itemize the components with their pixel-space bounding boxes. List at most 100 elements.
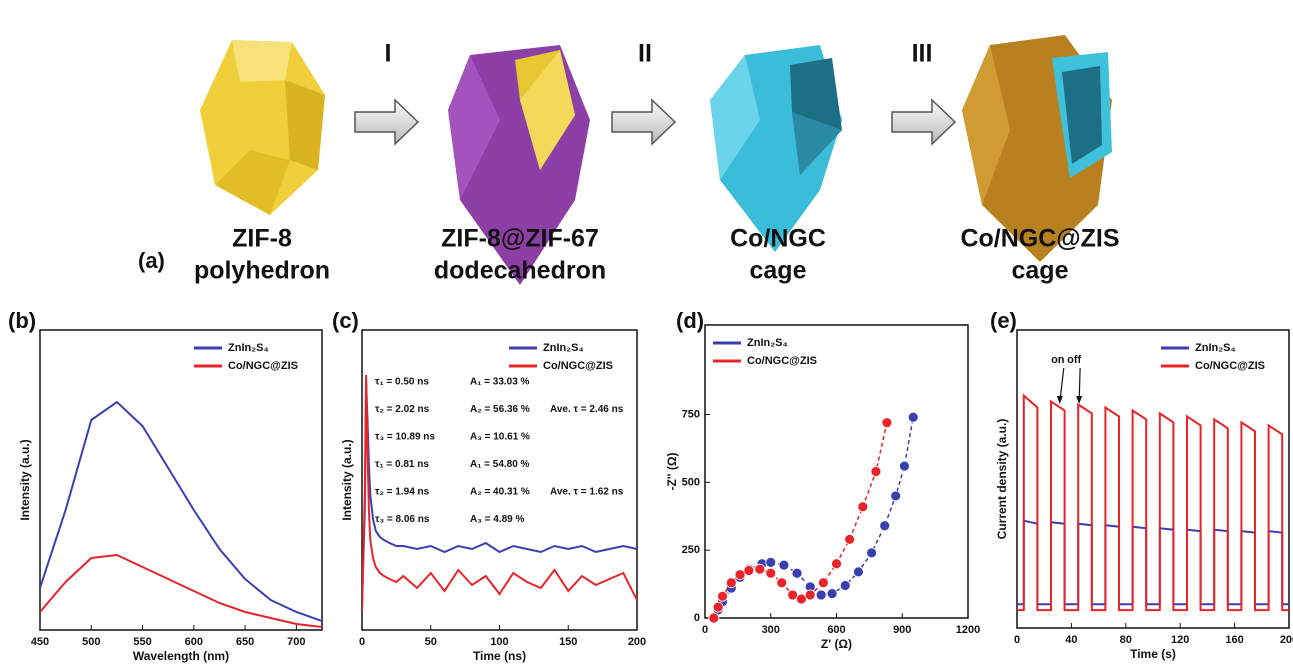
x-tick-label: 900 <box>893 624 911 636</box>
data-point <box>879 520 891 532</box>
data-point <box>717 590 728 602</box>
arrow <box>891 98 957 146</box>
data-point <box>831 558 842 570</box>
legend-label: ZnIn₂S₄ <box>543 342 584 354</box>
x-tick-label: 100 <box>490 636 508 648</box>
x-axis-label: Wavelength (nm) <box>133 649 229 663</box>
average-lifetime: Ave. τ = 2.46 ns <box>550 404 624 415</box>
x-tick-label: 300 <box>762 624 780 636</box>
series-line <box>362 380 637 607</box>
panel-label: (d) <box>676 308 704 333</box>
data-point <box>866 547 877 559</box>
stage-name: ZIF-8 <box>232 225 292 253</box>
zif8-shape <box>200 40 325 215</box>
data-point <box>817 577 829 589</box>
legend-label: ZnIn₂S₄ <box>228 342 269 354</box>
data-point <box>778 559 790 571</box>
step-numeral: I <box>385 40 392 68</box>
legend-label: Co/NGC@ZIS <box>543 360 613 372</box>
legend-label: Co/NGC@ZIS <box>1195 360 1265 372</box>
annotation-arrowhead <box>1076 396 1083 404</box>
annotation-arrowhead <box>1056 396 1063 404</box>
series-line <box>362 374 637 613</box>
data-point <box>743 565 755 576</box>
data-point <box>826 588 838 599</box>
data-point <box>712 601 724 613</box>
arrow <box>354 98 420 146</box>
data-point <box>765 567 777 579</box>
x-tick-label: 1200 <box>956 624 980 636</box>
data-point <box>881 417 893 429</box>
series-line <box>1017 393 1289 612</box>
x-tick-label: 500 <box>82 636 100 648</box>
lifetime-annotation: τ₃ = 10.89 ns <box>375 432 435 443</box>
legend-label: ZnIn₂S₄ <box>747 337 788 349</box>
x-tick-label: 700 <box>287 636 305 648</box>
x-axis-label: Time (ns) <box>473 649 526 663</box>
legend-label: Co/NGC@ZIS <box>228 360 298 372</box>
data-point <box>754 563 766 575</box>
x-axis-label: Time (s) <box>1130 647 1176 661</box>
y-axis-label: Intensity (a.u.) <box>18 439 32 520</box>
data-point <box>796 593 807 605</box>
lifetime-annotation: τ₁ = 0.50 ns <box>375 377 429 388</box>
data-point <box>899 460 910 472</box>
lifetime-annotation: A₂ = 40.31 % <box>470 487 530 498</box>
data-point <box>839 580 851 591</box>
stage-shape: cage <box>1012 257 1069 285</box>
data-point <box>776 577 788 589</box>
x-tick-label: 40 <box>1065 634 1077 646</box>
lifetime-annotation: τ₁ = 0.81 ns <box>375 459 429 470</box>
data-point <box>857 501 869 513</box>
light-annotation: on <box>1051 354 1065 366</box>
x-tick-label: 650 <box>236 636 254 648</box>
step-numeral: III <box>912 40 933 68</box>
lifetime-annotation: A₃ = 4.89 % <box>470 514 524 525</box>
lifetime-annotation: A₁ = 33.03 % <box>470 377 530 388</box>
x-tick-label: 550 <box>133 636 151 648</box>
data-point <box>791 567 803 579</box>
y-axis-label: Current density (a.u.) <box>995 419 1009 540</box>
plot-frame <box>1016 329 1290 629</box>
x-axis-label: Z' (Ω) <box>821 637 852 651</box>
x-tick-label: 0 <box>359 636 365 648</box>
series-line <box>713 422 888 618</box>
lifetime-annotation: A₃ = 10.61 % <box>470 432 530 443</box>
panel-label: (e) <box>990 308 1017 333</box>
plot-frame <box>39 329 323 631</box>
lifetime-annotation: A₁ = 54.80 % <box>470 459 530 470</box>
x-tick-label: 150 <box>559 636 577 648</box>
x-tick-label: 0 <box>1014 634 1020 646</box>
x-tick-label: 450 <box>31 636 49 648</box>
data-point <box>765 556 777 568</box>
stage-shape: dodecahedron <box>434 257 606 285</box>
series-line <box>40 553 322 628</box>
series-line <box>40 400 322 622</box>
stage-name: Co/NGC <box>730 225 826 253</box>
data-point <box>890 490 902 502</box>
series-line <box>1017 519 1289 606</box>
lifetime-annotation: τ₂ = 1.94 ns <box>375 487 430 498</box>
x-tick-label: 200 <box>1280 634 1293 646</box>
co-ngc-shape <box>710 45 842 252</box>
data-point <box>844 533 856 545</box>
data-point <box>870 466 882 477</box>
panel-label: (a) <box>138 248 165 273</box>
average-lifetime: Ave. τ = 1.62 ns <box>550 487 624 498</box>
stage-name: Co/NGC@ZIS <box>960 225 1119 253</box>
x-tick-label: 0 <box>702 624 708 636</box>
panel-label: (c) <box>332 308 359 333</box>
x-tick-label: 200 <box>628 636 646 648</box>
x-tick-label: 600 <box>185 636 203 648</box>
arrow <box>611 98 677 146</box>
co-ngc-zis-shape <box>962 35 1112 262</box>
x-tick-label: 160 <box>1225 634 1243 646</box>
legend-label: Co/NGC@ZIS <box>747 355 817 367</box>
light-annotation: off <box>1067 354 1081 366</box>
lifetime-annotation: τ₂ = 2.02 ns <box>375 404 430 415</box>
data-point <box>734 569 746 580</box>
data-point <box>708 612 720 624</box>
y-axis-label: Intensity (a.u.) <box>340 439 354 520</box>
y-tick-label: 750 <box>682 408 700 420</box>
x-tick-label: 80 <box>1120 634 1132 646</box>
